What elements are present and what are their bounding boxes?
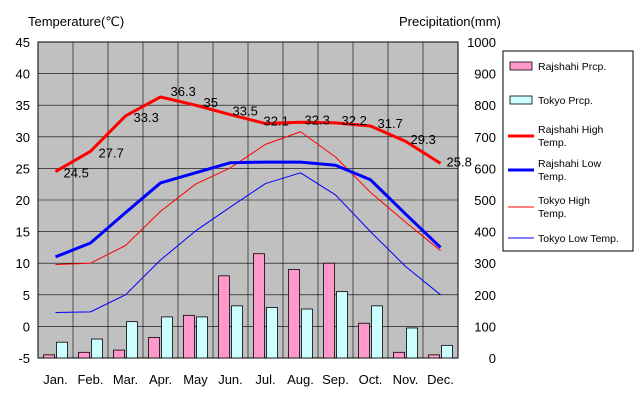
- legend: Rajshahi Prcp. Tokyo Prcp. Rajshahi High Te…: [508, 61, 619, 245]
- legend-swatch: [509, 95, 533, 105]
- rajshahi-high-data-label: 33.3: [134, 110, 159, 125]
- right-axis-tick: 300: [474, 256, 496, 271]
- right-axis-tick: 800: [474, 98, 496, 113]
- tokyo-prcp-bar: [91, 338, 103, 359]
- rajshahi-prcp-bar: [358, 322, 370, 359]
- left-axis-tick: 35: [16, 98, 30, 113]
- rajshahi-high-temp-line: [54, 95, 442, 173]
- rajshahi-prcp-bar: [218, 275, 230, 359]
- rajshahi-high-data-label: 29.3: [411, 132, 436, 147]
- left-axis-tick: 30: [16, 130, 30, 145]
- right-axis-tick: 0: [489, 351, 496, 366]
- x-axis-tick: Nov.: [393, 372, 419, 387]
- tokyo-prcp-bar: [231, 305, 243, 359]
- legend-label: Rajshahi High Temp.: [538, 124, 604, 149]
- left-axis-tick: 15: [16, 225, 30, 240]
- x-axis-tick: Feb.: [77, 372, 103, 387]
- left-axis-tick: 40: [16, 67, 30, 82]
- right-axis-tick: 700: [474, 130, 496, 145]
- tokyo-prcp-bar: [336, 291, 348, 359]
- left-axis-tick: 0: [23, 319, 30, 334]
- rajshahi-high-data-label: 32.3: [305, 112, 330, 127]
- legend-swatch: [509, 61, 533, 71]
- legend-label: Rajshahi Prcp.: [538, 61, 606, 73]
- tokyo-prcp-bar: [56, 341, 68, 359]
- x-axis-tick: Jun.: [218, 372, 243, 387]
- x-axis-tick: Oct.: [359, 372, 383, 387]
- left-axis-tick: -5: [18, 351, 30, 366]
- data-labels: 24.5 27.7 33.3 36.3 35 33.5 32.1 32.3 32.2 31.7 29…: [64, 84, 472, 181]
- rajshahi-high-data-label: 24.5: [64, 166, 89, 181]
- rajshahi-prcp-bar: [393, 351, 405, 359]
- x-axis-tick: Dec.: [427, 372, 454, 387]
- rajshahi-prcp-bar: [183, 314, 195, 359]
- legend-label: Tokyo Low Temp.: [538, 233, 619, 245]
- rajshahi-prcp-bar: [428, 354, 440, 359]
- rajshahi-high-data-label: 32.2: [342, 113, 367, 128]
- rajshahi-high-data-label: 33.5: [233, 104, 258, 119]
- x-axis-tick: Sep.: [322, 372, 349, 387]
- left-axis-tick: 5: [23, 288, 30, 303]
- legend-label: Tokyo High Temp.: [538, 195, 590, 220]
- rajshahi-prcp-bar: [78, 351, 90, 359]
- rajshahi-high-data-label: 27.7: [99, 145, 124, 160]
- x-axis-tick: May: [183, 372, 208, 387]
- right-axis-tick: 400: [474, 225, 496, 240]
- right-axis-title: Precipitation(mm): [399, 14, 501, 29]
- temperature-lines: [54, 95, 442, 313]
- right-axis-tick: 100: [474, 319, 496, 334]
- tokyo-prcp-bar: [266, 307, 278, 359]
- tokyo-prcp-bar: [161, 316, 173, 359]
- tokyo-prcp-bar: [301, 308, 313, 359]
- gridlines: [38, 42, 458, 358]
- rajshahi-high-data-label: 36.3: [171, 84, 196, 99]
- precipitation-bars: [43, 253, 453, 359]
- rajshahi-high-data-label: 25.8: [447, 154, 472, 169]
- legend-label: Rajshahi Low Temp.: [538, 158, 601, 183]
- rajshahi-prcp-bar: [288, 269, 300, 359]
- legend-label: Tokyo Prcp.: [538, 95, 593, 107]
- x-axis-tick: Apr.: [149, 372, 172, 387]
- right-axis-tick: 500: [474, 193, 496, 208]
- tokyo-high-temp-line: [55, 131, 441, 265]
- tokyo-prcp-bar: [196, 316, 208, 359]
- rajshahi-prcp-bar: [323, 262, 335, 359]
- legend-box: [502, 50, 634, 252]
- rajshahi-low-temp-line: [54, 160, 442, 259]
- x-axis-tick: Jan.: [43, 372, 68, 387]
- tokyo-prcp-bar: [371, 305, 383, 359]
- left-axis-tick: 25: [16, 161, 30, 176]
- tokyo-prcp-bar: [406, 327, 418, 359]
- tokyo-low-temp-line: [55, 172, 441, 313]
- rajshahi-high-data-label: 32.1: [264, 114, 289, 129]
- right-axis-tick: 600: [474, 161, 496, 176]
- rajshahi-prcp-bar: [113, 349, 125, 359]
- rajshahi-prcp-bar: [253, 253, 265, 359]
- right-axis-tick: 1000: [467, 35, 496, 50]
- rajshahi-high-data-label: 35: [204, 95, 218, 110]
- x-axis-tick: Mar.: [113, 372, 138, 387]
- tokyo-prcp-bar: [126, 321, 138, 359]
- rajshahi-prcp-bar: [43, 354, 55, 359]
- rajshahi-high-data-label: 31.7: [378, 116, 403, 131]
- left-axis-title: Temperature(℃): [28, 14, 124, 29]
- left-axis-tick: 45: [16, 35, 30, 50]
- right-axis-tick: 900: [474, 67, 496, 82]
- x-axis-tick: Aug.: [287, 372, 314, 387]
- rajshahi-prcp-bar: [148, 337, 160, 359]
- left-axis-tick: 20: [16, 193, 30, 208]
- axis-ticks: 454035302520151050-510009008007006005004…: [16, 35, 496, 387]
- x-axis-tick: Jul.: [255, 372, 275, 387]
- right-axis-tick: 200: [474, 288, 496, 303]
- tokyo-prcp-bar: [441, 344, 453, 359]
- left-axis-tick: 10: [16, 256, 30, 271]
